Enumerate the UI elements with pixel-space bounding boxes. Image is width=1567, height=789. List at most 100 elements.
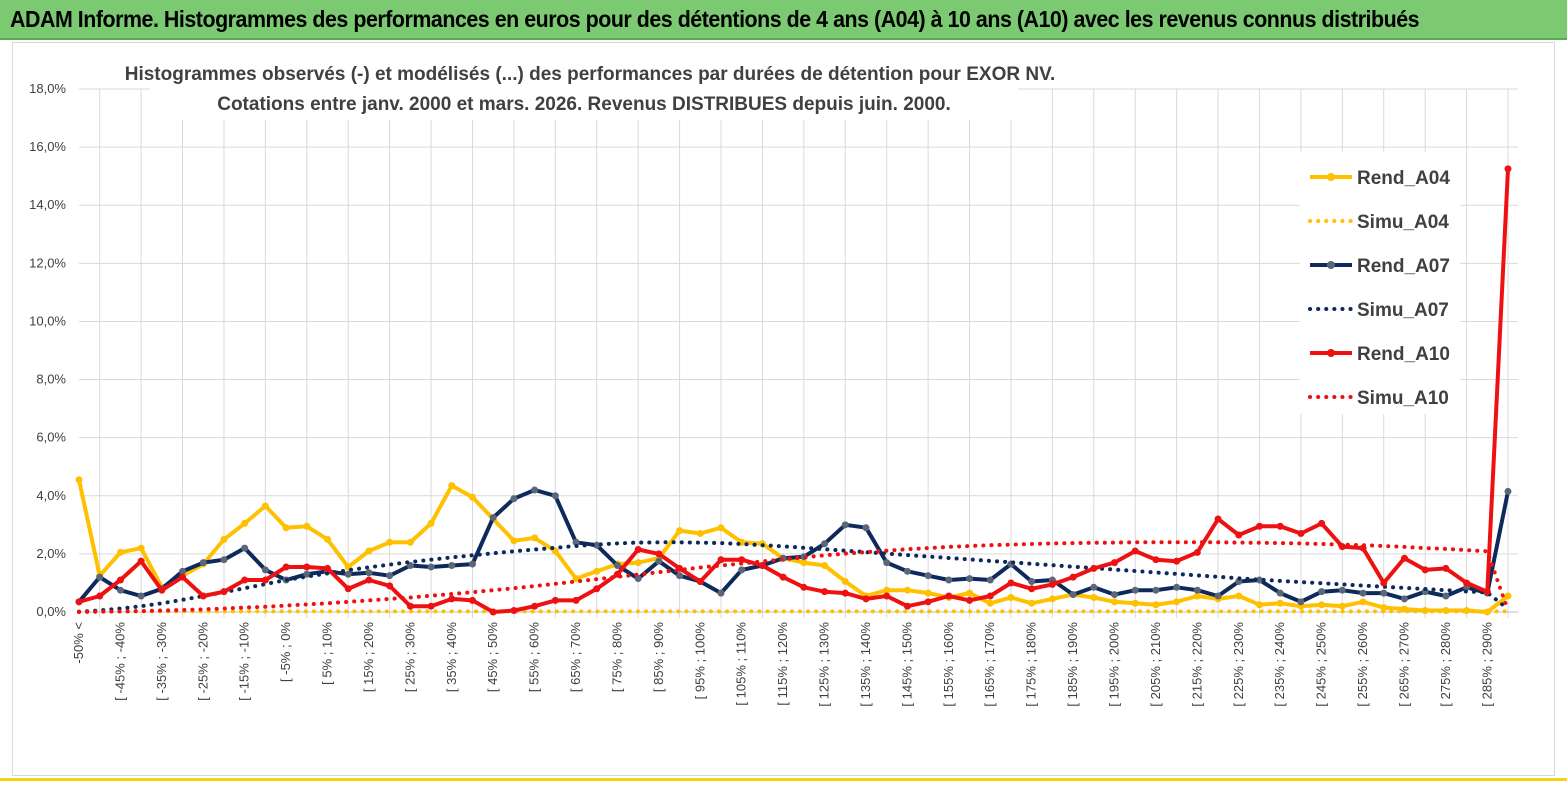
y-tick-label: 6,0% (36, 430, 66, 445)
data-point (261, 576, 269, 584)
x-tick-label: [ 265% ; 270% (1396, 622, 1411, 707)
data-point (1214, 592, 1222, 600)
data-point (116, 576, 124, 584)
data-point (220, 556, 228, 564)
data-point (966, 589, 974, 597)
data-point (738, 556, 746, 564)
data-point (613, 562, 621, 570)
data-point (365, 547, 373, 555)
x-tick-label: [ 145% ; 150% (899, 622, 914, 707)
data-point (282, 524, 290, 532)
data-point (634, 546, 642, 554)
x-tick-label: [ -5% ; 0% (278, 622, 293, 682)
data-point (1380, 579, 1388, 587)
data-point (324, 535, 332, 543)
data-point (427, 602, 435, 610)
series-simu-a07 (77, 540, 1510, 614)
x-tick-label: [ 175% ; 180% (1024, 622, 1039, 707)
data-point (241, 544, 249, 552)
data-point (1111, 591, 1119, 599)
data-point (800, 583, 808, 591)
data-point (986, 592, 994, 600)
x-tick-label: [ 185% ; 190% (1065, 622, 1080, 707)
data-point (655, 557, 663, 565)
data-point (1131, 599, 1139, 607)
data-point (1255, 601, 1263, 609)
data-point (1173, 583, 1181, 591)
data-point (1152, 601, 1160, 609)
data-point (1214, 515, 1222, 523)
data-point (344, 585, 352, 593)
data-point (1421, 566, 1429, 574)
data-point (468, 560, 476, 568)
data-point (1504, 165, 1512, 173)
data-point (261, 566, 269, 574)
data-point (1090, 593, 1098, 601)
x-tick-label: [ 85% ; 90% (651, 622, 666, 693)
data-point (1111, 559, 1119, 567)
data-point (427, 519, 435, 527)
data-point (1276, 522, 1284, 530)
series-line (77, 479, 1510, 614)
data-point (179, 567, 187, 575)
series-group (75, 165, 1512, 616)
data-point (1193, 548, 1201, 556)
data-point (1400, 554, 1408, 562)
data-point (1400, 595, 1408, 603)
data-point (1131, 547, 1139, 555)
data-point (841, 577, 849, 585)
data-point (448, 595, 456, 603)
x-tick-label: [ 25% ; 30% (402, 622, 417, 693)
data-point (1297, 530, 1305, 538)
data-point (96, 592, 104, 600)
data-point (75, 476, 83, 484)
data-point (1131, 586, 1139, 594)
data-point (531, 486, 539, 494)
data-point (303, 570, 311, 578)
x-tick-label: [ 225% ; 230% (1231, 622, 1246, 707)
data-point (137, 544, 145, 552)
data-point (966, 575, 974, 583)
data-point (1380, 604, 1388, 612)
series-rend-a10 (75, 165, 1512, 616)
data-point (199, 559, 207, 567)
data-point (1028, 599, 1036, 607)
bottom-divider (0, 778, 1567, 781)
data-point (96, 573, 104, 581)
legend-item: Rend_A04 (1310, 168, 1450, 189)
data-point (758, 562, 766, 570)
data-point (1483, 588, 1491, 596)
data-point (1255, 576, 1263, 584)
data-point (1069, 573, 1077, 581)
data-point (1504, 487, 1512, 495)
page-title: ADAM Informe. Histogrammes des performan… (10, 6, 1420, 32)
header-bar: ADAM Informe. Histogrammes des performan… (0, 0, 1567, 40)
data-point (365, 569, 373, 577)
data-point (903, 567, 911, 575)
data-point (220, 535, 228, 543)
x-tick-label: [ 55% ; 60% (527, 622, 542, 693)
x-tick-label: [ 35% ; 40% (444, 622, 459, 693)
series-line (77, 488, 1510, 604)
data-point (572, 538, 580, 546)
data-point (179, 573, 187, 581)
x-tick-label: [ -15% ; -10% (237, 622, 252, 701)
data-point (116, 548, 124, 556)
chart-frame (12, 42, 1555, 776)
x-tick-label: [ 195% ; 200% (1107, 622, 1122, 707)
data-point (593, 585, 601, 593)
data-point (1359, 589, 1367, 597)
legend-label: Simu_A07 (1357, 300, 1449, 321)
data-point (883, 559, 891, 567)
data-point (1173, 598, 1181, 606)
data-point (344, 570, 352, 578)
data-point (116, 586, 124, 594)
x-tick-label: [ 235% ; 240% (1272, 622, 1287, 707)
y-tick-label: 16,0% (29, 139, 66, 154)
data-point (1338, 586, 1346, 594)
data-point (717, 589, 725, 597)
data-point (696, 530, 704, 538)
data-point (324, 564, 332, 572)
data-point (199, 592, 207, 600)
legend-label: Simu_A10 (1357, 388, 1449, 409)
